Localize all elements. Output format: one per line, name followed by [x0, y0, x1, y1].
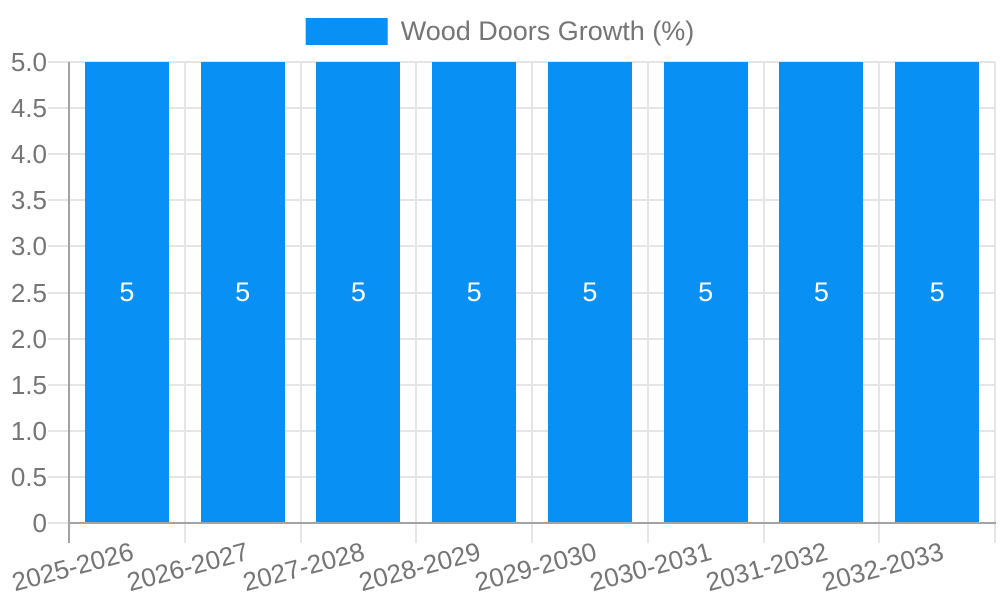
bar: 5	[663, 62, 748, 523]
y-gridline	[48, 107, 995, 110]
y-gridline	[48, 199, 995, 202]
bar: 5	[895, 62, 980, 523]
bar-value-label: 5	[929, 277, 945, 307]
x-gridline	[878, 62, 881, 543]
y-gridline	[48, 245, 995, 248]
bar: 5	[200, 62, 285, 523]
y-tick-label: 0.5	[10, 461, 47, 492]
x-gridline	[299, 62, 302, 543]
bar-value-label: 5	[119, 277, 135, 307]
bar: 5	[316, 62, 401, 523]
y-gridline	[48, 153, 995, 156]
x-gridline	[646, 62, 649, 543]
x-gridline	[183, 62, 186, 543]
y-tick-label: 5.0	[10, 47, 47, 77]
bar: 5	[432, 62, 517, 523]
y-tick-label: 1.0	[10, 415, 47, 446]
y-tick-label: 2.0	[10, 323, 47, 354]
y-gridline	[48, 61, 995, 63]
y-gridline	[48, 337, 995, 340]
bar: 5	[779, 62, 864, 523]
bar-value-label: 5	[350, 277, 366, 307]
y-tick-label: 3.0	[10, 231, 47, 262]
bar-value-label: 5	[466, 277, 482, 307]
y-tick-label: 2.5	[10, 277, 47, 308]
x-gridline	[762, 62, 765, 543]
y-tick-label: 4.0	[10, 139, 47, 170]
y-axis-line	[68, 62, 70, 543]
legend-item[interactable]: Wood Doors Growth (%)	[305, 16, 695, 46]
y-tick-label: 4.5	[10, 93, 47, 124]
bar: 5	[84, 62, 169, 523]
bar-value-label: 5	[582, 277, 598, 307]
x-gridline	[994, 62, 996, 543]
bar: 5	[547, 62, 632, 523]
bar-value-label: 5	[698, 277, 714, 307]
y-gridline	[48, 475, 995, 478]
legend-swatch	[305, 18, 388, 45]
y-tick-label: 1.5	[10, 369, 47, 400]
y-tick-label: 0	[32, 508, 47, 538]
bar-value-label: 5	[813, 277, 829, 307]
x-axis-line	[68, 522, 996, 524]
y-gridline	[48, 291, 995, 294]
y-gridline	[48, 429, 995, 432]
y-tick-label: 3.5	[10, 185, 47, 216]
x-gridline	[531, 62, 533, 543]
legend-label: Wood Doors Growth (%)	[400, 16, 695, 46]
x-gridline	[415, 62, 418, 543]
y-gridline	[48, 383, 995, 386]
bar-value-label: 5	[235, 277, 251, 307]
